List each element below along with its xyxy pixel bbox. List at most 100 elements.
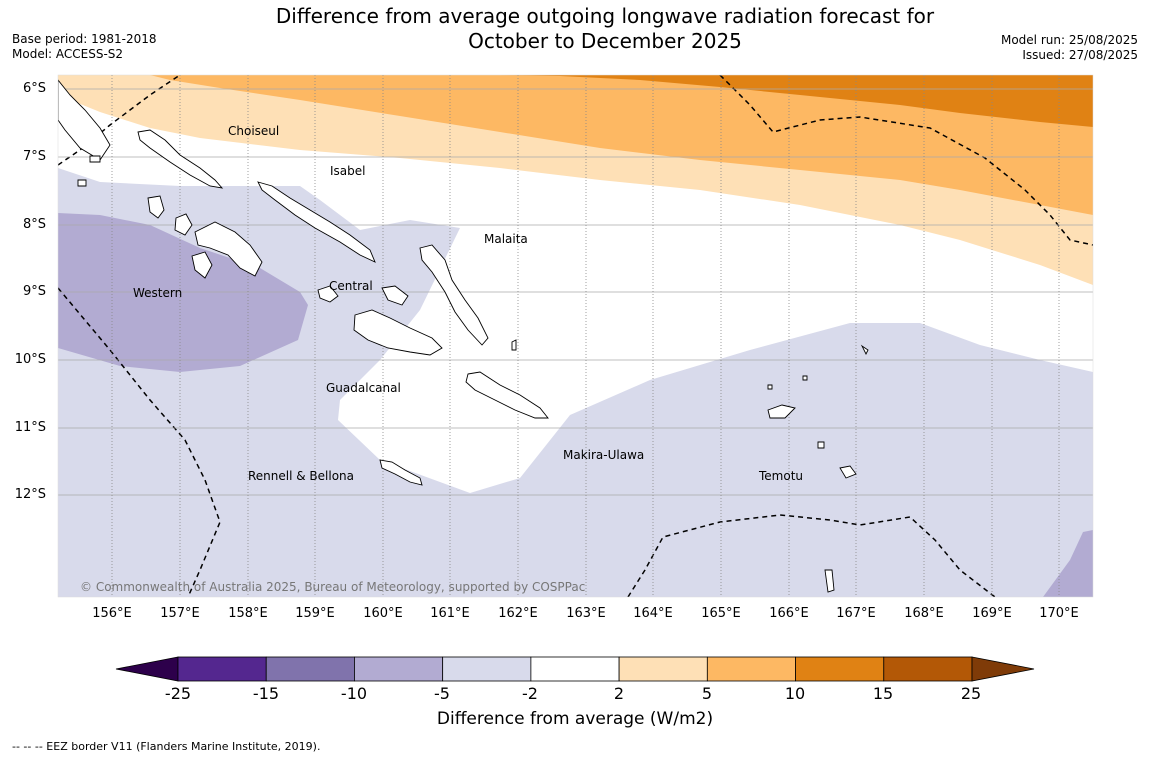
island-ndeni <box>767 404 796 419</box>
colorbar-segment <box>883 656 973 682</box>
colorbar-segments <box>177 656 973 682</box>
title-line-1: Difference from average outgoing longwav… <box>275 4 935 28</box>
colorbar-segment <box>530 656 620 682</box>
island-kolombangara <box>174 213 193 236</box>
island-small-3 <box>860 344 869 356</box>
island-rennell <box>379 459 423 486</box>
lon-label-156e: 156°E <box>92 606 132 621</box>
lat-label-11s: 11°S <box>14 420 46 435</box>
colorbar-segment <box>795 656 885 682</box>
colorbar-segment <box>706 656 796 682</box>
island-choiseul <box>137 129 224 189</box>
island-isabel <box>257 181 376 263</box>
region-label-temotu: Temotu <box>759 469 804 483</box>
band-neg10-to-neg5 <box>58 213 308 372</box>
lon-label-160e: 160°E <box>363 606 403 621</box>
colorbar-tick: -10 <box>340 684 368 703</box>
lon-label-164e: 164°E <box>633 606 673 621</box>
map-area <box>58 75 1093 597</box>
region-label-guadalcanal: Guadalcanal <box>326 381 401 395</box>
island-new-georgia <box>194 221 263 277</box>
lon-label-170e: 170°E <box>1039 606 1079 621</box>
region-label-rennell-bellona: Rennell & Bellona <box>248 469 355 483</box>
colorbar-segment <box>442 656 532 682</box>
lon-label-161e: 161°E <box>430 606 470 621</box>
base-period: Base period: 1981-2018 <box>12 32 157 46</box>
colorbar-over-arrow <box>971 656 1035 682</box>
colorbar-tick: 25 <box>960 684 982 703</box>
island-russell <box>381 285 409 306</box>
model-run: Model run: 25/08/2025 <box>1000 33 1138 47</box>
island-utupua <box>817 441 825 449</box>
lon-label-168e: 168°E <box>904 606 944 621</box>
title-line-2: October to December 2025 <box>468 29 742 53</box>
copyright-notice: © Commonwealth of Australia 2025, Bureau… <box>80 580 586 594</box>
lat-label-10s: 10°S <box>14 352 46 367</box>
colorbar-tick: -15 <box>252 684 280 703</box>
colorbar-tick: 5 <box>701 684 713 703</box>
island-small-1 <box>802 375 808 381</box>
colorbar-tick: 15 <box>872 684 894 703</box>
meta-right: Model run: 25/08/2025 Issued: 27/08/2025 <box>1001 33 1138 63</box>
lon-label-167e: 167°E <box>836 606 876 621</box>
island-small-5 <box>89 155 101 163</box>
island-vella-lavella <box>147 195 165 219</box>
issued-date: Issued: 27/08/2025 <box>1022 48 1138 62</box>
island-bougainville <box>58 79 111 161</box>
eez-borders <box>58 75 1093 597</box>
lat-label-7s: 7°S <box>22 149 46 164</box>
lat-label-9s: 9°S <box>22 284 46 299</box>
region-label-choiseul: Choiseul <box>228 124 280 138</box>
model-name: Model: ACCESS-S2 <box>12 47 124 61</box>
island-small-2 <box>767 384 773 390</box>
colorbar-tick: -5 <box>434 684 450 703</box>
island-makira <box>465 371 549 419</box>
region-label-makira-ulawa: Makira-Ulawa <box>563 448 645 462</box>
colorbar-segment <box>265 656 355 682</box>
lat-label-8s: 8°S <box>22 217 46 232</box>
island-small-6 <box>77 179 87 187</box>
colorbar-label: Difference from average (W/m2) <box>436 709 714 729</box>
eez-border-ne <box>719 75 1093 246</box>
lon-label-158e: 158°E <box>228 606 268 621</box>
colorbar-tick: 2 <box>613 684 625 703</box>
colorbar-tick: -25 <box>164 684 192 703</box>
lon-label-169e: 169°E <box>972 606 1012 621</box>
colorbar-tick: -2 <box>522 684 538 703</box>
colorbar-segment <box>354 656 444 682</box>
colorbar-segment <box>177 656 267 682</box>
island-guadalcanal <box>353 309 443 356</box>
lon-label-162e: 162°E <box>498 606 538 621</box>
lon-label-163e: 163°E <box>566 606 606 621</box>
latitude-gridlines <box>58 88 1093 496</box>
coastlines <box>58 79 869 593</box>
band-neg5-to-neg2 <box>58 168 1093 597</box>
eez-border-north <box>58 75 181 166</box>
colorbar-segment <box>618 656 708 682</box>
longitude-gridlines <box>111 75 1060 597</box>
band-10-to-15 <box>500 75 1093 127</box>
eez-footnote: -- -- -- EEZ border V11 (Flanders Marine… <box>12 740 321 753</box>
colorbar-tick: 10 <box>784 684 806 703</box>
colorbar-under-arrow <box>115 656 179 682</box>
lon-label-166e: 166°E <box>769 606 809 621</box>
island-tikopia <box>824 569 835 593</box>
island-small-4 <box>511 339 517 351</box>
map-frame <box>57 74 1094 598</box>
colorbar <box>115 656 1035 682</box>
lat-label-12s: 12°S <box>14 487 46 502</box>
band-5-to-10 <box>150 75 1093 215</box>
region-label-malaita: Malaita <box>484 232 528 246</box>
island-malaita <box>419 244 489 346</box>
lon-label-165e: 165°E <box>701 606 741 621</box>
island-rendova <box>191 251 213 279</box>
lon-label-159e: 159°E <box>295 606 335 621</box>
band-neg10-to-neg5-se <box>1043 530 1093 597</box>
lat-label-6s: 6°S <box>22 81 46 96</box>
island-vanikoro <box>839 465 857 479</box>
island-florida <box>317 285 339 303</box>
meta-left: Base period: 1981-2018 Model: ACCESS-S2 <box>12 32 157 62</box>
chart-title: Difference from average outgoing longwav… <box>230 4 980 54</box>
lon-label-157e: 157°E <box>160 606 200 621</box>
